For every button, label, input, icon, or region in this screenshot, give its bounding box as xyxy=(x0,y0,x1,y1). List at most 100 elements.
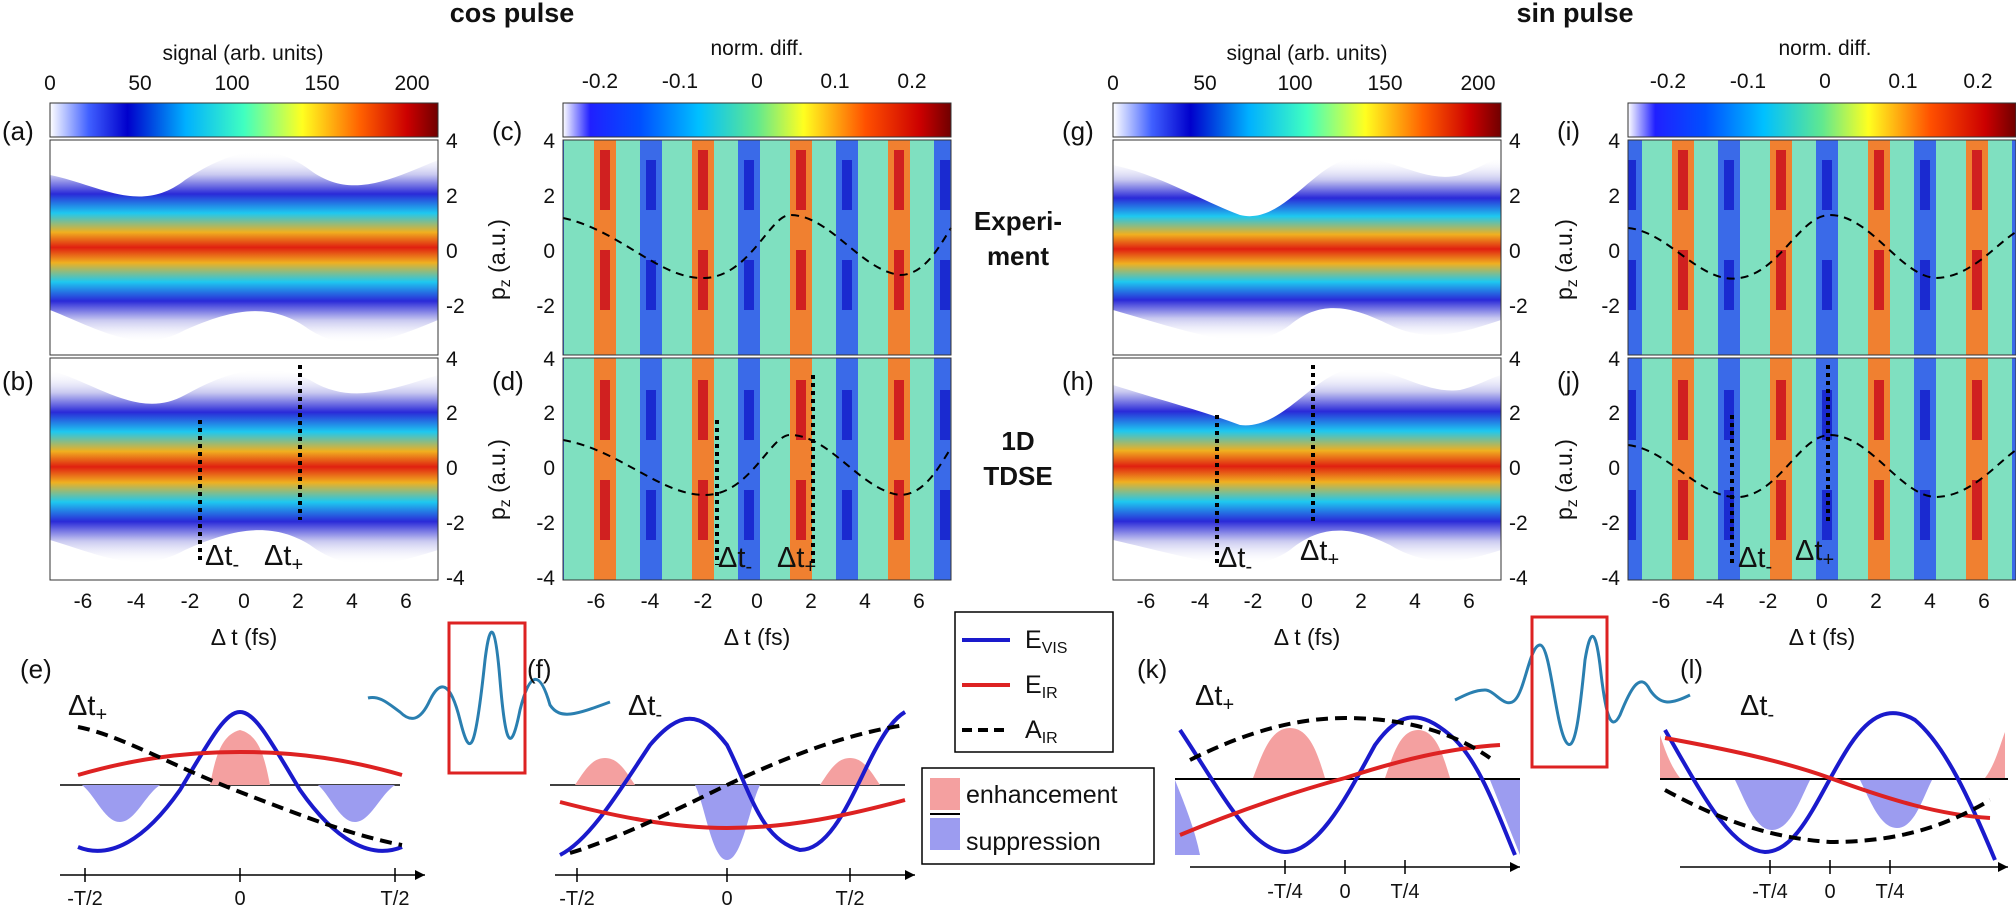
phase-tick: -T/4 xyxy=(1267,881,1303,903)
x-tick: 6 xyxy=(400,590,412,613)
y-tick: 0 xyxy=(1608,457,1620,480)
panel-label: (e) xyxy=(20,654,52,684)
y-axis-label: pz (a.u.) xyxy=(1551,439,1581,520)
x-ticks-right-signal: -6 -4 -2 0 2 4 6 Δ t (fs) xyxy=(1137,590,1475,650)
panel-d: Δt- Δt+ (d) xyxy=(492,357,952,581)
y-tick: -4 xyxy=(536,567,555,590)
sin-pulse-waveform xyxy=(1454,615,1691,769)
x-tick: 2 xyxy=(1870,590,1882,613)
x-tick: -6 xyxy=(587,590,606,613)
y-tick: -2 xyxy=(1509,512,1528,535)
panel-label: (l) xyxy=(1680,654,1703,684)
colorbar-tick: 150 xyxy=(1367,72,1402,95)
y-ticks-b: 4 2 0 -2 -4 xyxy=(446,348,465,590)
delay-minus-label: Δt- xyxy=(1738,542,1772,578)
row-label-tdse: TDSE xyxy=(983,461,1052,491)
delay-plus-label: Δt+ xyxy=(264,540,303,576)
delay-minus-label: Δt- xyxy=(718,542,752,578)
x-tick: 2 xyxy=(292,590,304,613)
y-tick: 4 xyxy=(1509,348,1521,371)
y-ticks-i: 4 2 0 -2 xyxy=(1601,130,1620,318)
x-tick: -2 xyxy=(1759,590,1778,613)
legend-e-ir: EIR xyxy=(1025,671,1058,702)
panel-label: (f) xyxy=(527,654,552,684)
row-label-tdse: 1D xyxy=(1001,426,1034,456)
panel-label: (d) xyxy=(492,366,524,396)
phase-tick: T/2 xyxy=(836,888,865,910)
colorbar-tick: 0.2 xyxy=(897,70,926,93)
x-tick: -6 xyxy=(1652,590,1671,613)
y-tick: -2 xyxy=(446,512,465,535)
colorbar-tick: 50 xyxy=(1193,72,1216,95)
x-tick: 4 xyxy=(1924,590,1936,613)
y-tick: 2 xyxy=(543,185,555,208)
colorbar-signal-left: signal (arb. units) 0 50 100 150 200 xyxy=(44,42,439,138)
panel-label: (b) xyxy=(2,366,34,396)
panel-l: (l) Δt- -T/4 0 T/4 xyxy=(1660,654,2008,903)
y-tick: 0 xyxy=(446,457,458,480)
y-tick: -4 xyxy=(1601,567,1620,590)
x-tick: -4 xyxy=(127,590,146,613)
legend-suppression-label: suppression xyxy=(966,828,1101,856)
y-tick: 4 xyxy=(446,348,458,371)
panel-k: (k) Δt+ -T/4 0 T/4 xyxy=(1137,654,1520,903)
colorbar-tick: 100 xyxy=(214,72,249,95)
legend-enhancement: enhancement suppression xyxy=(921,767,1155,865)
y-tick: 4 xyxy=(1608,348,1620,371)
colorbar-tick: 0.1 xyxy=(820,70,849,93)
phase-tick: T/2 xyxy=(381,888,410,910)
y-tick: -2 xyxy=(1601,512,1620,535)
colorbar-tick: -0.2 xyxy=(582,70,618,93)
y-tick: -2 xyxy=(536,295,555,318)
delay-plus-label: Δt+ xyxy=(68,690,107,726)
panel-i: (i) xyxy=(1557,116,2016,356)
panel-label: (h) xyxy=(1062,366,1094,396)
x-tick: 2 xyxy=(805,590,817,613)
colorbar-tick: 0 xyxy=(44,72,56,95)
x-tick: -4 xyxy=(1191,590,1210,613)
y-tick: 2 xyxy=(446,185,458,208)
x-tick: -2 xyxy=(694,590,713,613)
x-tick: -4 xyxy=(641,590,660,613)
colorbar-tick: 0 xyxy=(1107,72,1119,95)
cos-pulse-waveform xyxy=(367,621,611,775)
delay-plus-label: Δt+ xyxy=(777,542,816,578)
colorbar-tick: 0 xyxy=(1819,70,1831,93)
x-tick: 0 xyxy=(1301,590,1313,613)
y-ticks-a: 4 2 0 -2 xyxy=(446,130,465,318)
panel-c: (c) xyxy=(492,116,952,356)
y-tick: 2 xyxy=(1608,185,1620,208)
legend-enhancement-label: enhancement xyxy=(966,781,1118,809)
x-tick: 6 xyxy=(1463,590,1475,613)
x-ticks-right-diff: -6 -4 -2 0 2 4 6 Δ t (fs) xyxy=(1652,590,1990,650)
colorbar-title: signal (arb. units) xyxy=(1226,42,1387,65)
y-tick: 4 xyxy=(1608,130,1620,153)
delay-minus-label: Δt- xyxy=(1218,542,1252,578)
y-tick: 4 xyxy=(446,130,458,153)
colorbar-tick: 50 xyxy=(128,72,151,95)
phase-tick: T/4 xyxy=(1391,881,1420,903)
panel-a: (a) xyxy=(2,116,439,356)
delay-plus-label: Δt+ xyxy=(1195,680,1234,716)
x-tick: 0 xyxy=(751,590,763,613)
y-tick: 2 xyxy=(1509,402,1521,425)
delay-minus-label: Δt- xyxy=(628,690,662,726)
phase-tick: 0 xyxy=(234,888,245,910)
panel-f: (f) Δt- -T/2 0 T/2 xyxy=(527,654,915,910)
panel-label: (c) xyxy=(492,116,522,146)
panel-label: (k) xyxy=(1137,654,1167,684)
y-ticks-g: 4 2 0 -2 xyxy=(1509,130,1528,318)
y-tick: -2 xyxy=(446,295,465,318)
legend-fields: EVIS EIR AIR xyxy=(954,611,1114,753)
x-tick: 4 xyxy=(1409,590,1421,613)
y-tick: 0 xyxy=(1608,240,1620,263)
colorbar-tick: -0.1 xyxy=(662,70,698,93)
y-tick: 2 xyxy=(446,402,458,425)
delay-plus-label: Δt+ xyxy=(1300,535,1339,571)
colorbar-tick: 200 xyxy=(1460,72,1495,95)
x-tick: 6 xyxy=(1978,590,1990,613)
x-tick: 0 xyxy=(238,590,250,613)
heading-cos-pulse: cos pulse xyxy=(450,0,575,28)
colorbar-title: norm. diff. xyxy=(1779,37,1872,60)
x-axis-label: Δ t (fs) xyxy=(724,624,790,650)
